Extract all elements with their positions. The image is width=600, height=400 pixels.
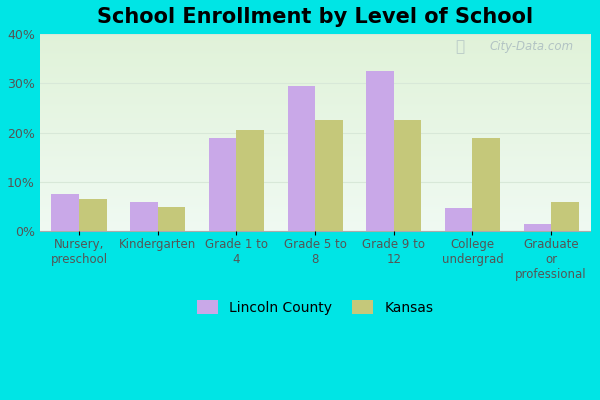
Bar <box>52 194 79 231</box>
Bar <box>209 138 236 231</box>
Bar <box>445 208 472 231</box>
Title: School Enrollment by Level of School: School Enrollment by Level of School <box>97 7 533 27</box>
Bar <box>315 120 343 231</box>
Bar <box>158 206 185 231</box>
Bar <box>551 202 578 231</box>
Bar <box>79 199 107 231</box>
Bar <box>287 86 315 231</box>
Bar <box>366 71 394 231</box>
Bar <box>524 224 551 231</box>
Text: ⦿: ⦿ <box>455 39 464 54</box>
Legend: Lincoln County, Kansas: Lincoln County, Kansas <box>190 293 440 322</box>
Bar <box>130 202 158 231</box>
Text: City-Data.com: City-Data.com <box>490 40 574 53</box>
Bar <box>394 120 421 231</box>
Bar <box>472 138 500 231</box>
Bar <box>236 130 264 231</box>
